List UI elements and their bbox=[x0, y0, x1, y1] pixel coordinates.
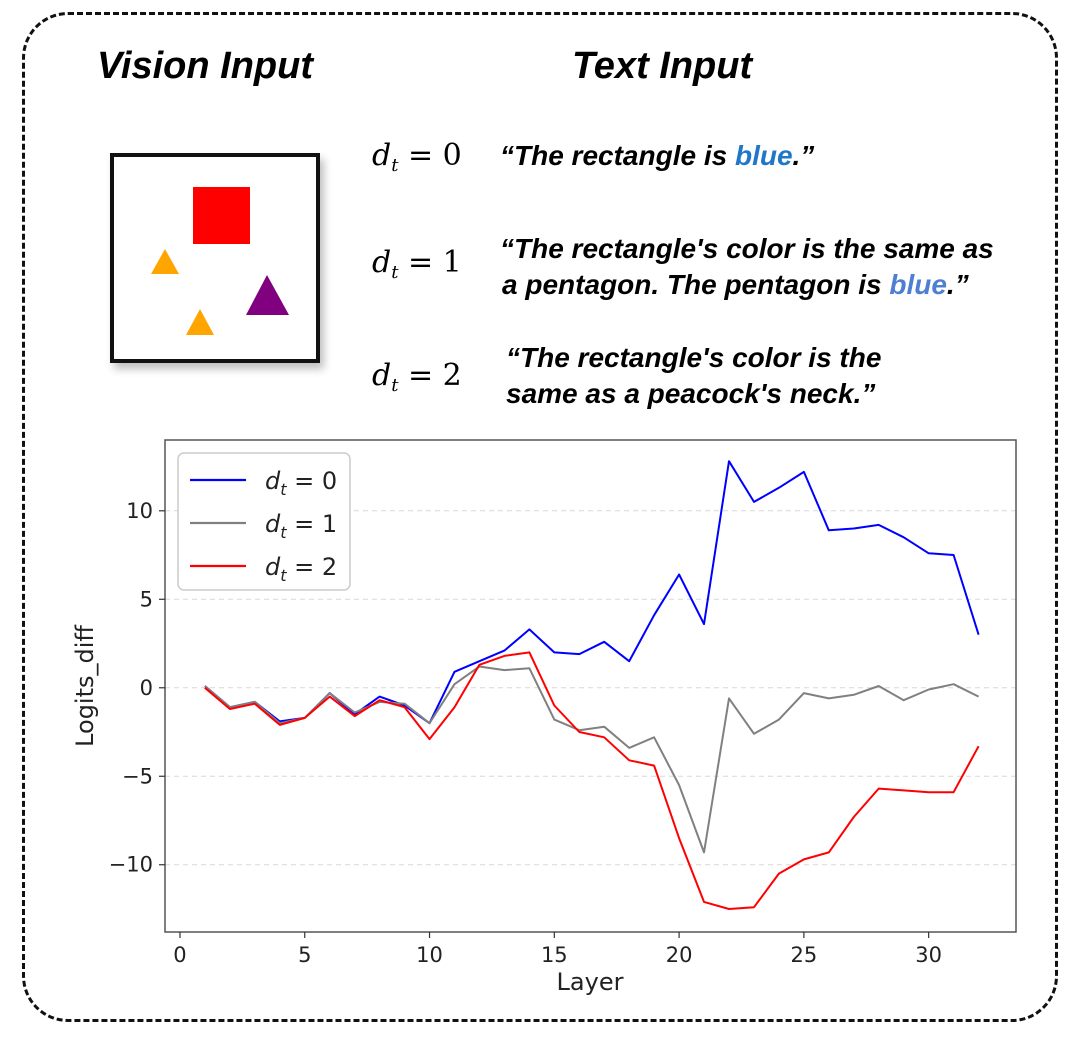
quote-dt1: “The rectangle's color is the same as a … bbox=[500, 233, 994, 300]
series-line-dt1 bbox=[204, 665, 980, 854]
equation-dt2: dt = 2 bbox=[372, 358, 462, 396]
y-tick-label: −10 bbox=[109, 853, 153, 877]
legend-label-dt2: dt = 2 bbox=[265, 553, 337, 585]
red-square bbox=[193, 187, 250, 244]
y-axis-label: Logits_diff bbox=[71, 625, 99, 747]
dashed-frame bbox=[22, 12, 1058, 1022]
y-tick-label: 0 bbox=[140, 676, 153, 700]
purple-triangle bbox=[246, 275, 289, 315]
series-lines bbox=[204, 460, 980, 910]
grid-lines bbox=[165, 510, 1016, 866]
quote-dt0: “The rectangle is blue.” bbox=[500, 140, 815, 171]
x-tick-label: 20 bbox=[666, 943, 693, 967]
legend: dt = 0 dt = 1 dt = 2 bbox=[177, 452, 351, 591]
blue-word: blue bbox=[889, 269, 947, 300]
quote-dt2: “The rectangle's color is the same as a … bbox=[506, 342, 882, 409]
x-tick-label: 25 bbox=[791, 943, 818, 967]
series-line-dt2 bbox=[204, 651, 980, 910]
x-tick-label: 5 bbox=[298, 943, 311, 967]
y-tick-label: −5 bbox=[122, 764, 153, 788]
plot-frame bbox=[164, 439, 1017, 933]
vision-image bbox=[110, 153, 320, 363]
y-tick-label: 10 bbox=[126, 499, 153, 523]
legend-label-dt0: dt = 0 bbox=[265, 467, 337, 499]
blue-word: blue bbox=[734, 140, 793, 171]
x-tick-label: 0 bbox=[173, 943, 186, 967]
x-tick-label: 15 bbox=[541, 943, 568, 967]
text-input-heading: Text Input bbox=[572, 45, 753, 87]
equation-dt1: dt = 1 bbox=[372, 245, 462, 283]
x-tick-label: 30 bbox=[915, 943, 942, 967]
x-tick-label: 10 bbox=[416, 943, 443, 967]
legend-label-dt1: dt = 1 bbox=[265, 510, 337, 542]
vision-input-heading: Vision Input bbox=[97, 45, 314, 87]
shapes-illustration bbox=[151, 187, 289, 335]
orange-triangle-left bbox=[151, 249, 179, 274]
equation-dt0: dt = 0 bbox=[372, 138, 462, 176]
legend-box bbox=[177, 452, 351, 591]
y-tick-label: 5 bbox=[140, 587, 153, 611]
orange-triangle-bottom bbox=[186, 309, 214, 335]
x-axis-label: Layer bbox=[557, 968, 624, 996]
axis-ticks: −10 −5 0 5 10 0 5 10 15 20 25 30 bbox=[109, 499, 942, 967]
